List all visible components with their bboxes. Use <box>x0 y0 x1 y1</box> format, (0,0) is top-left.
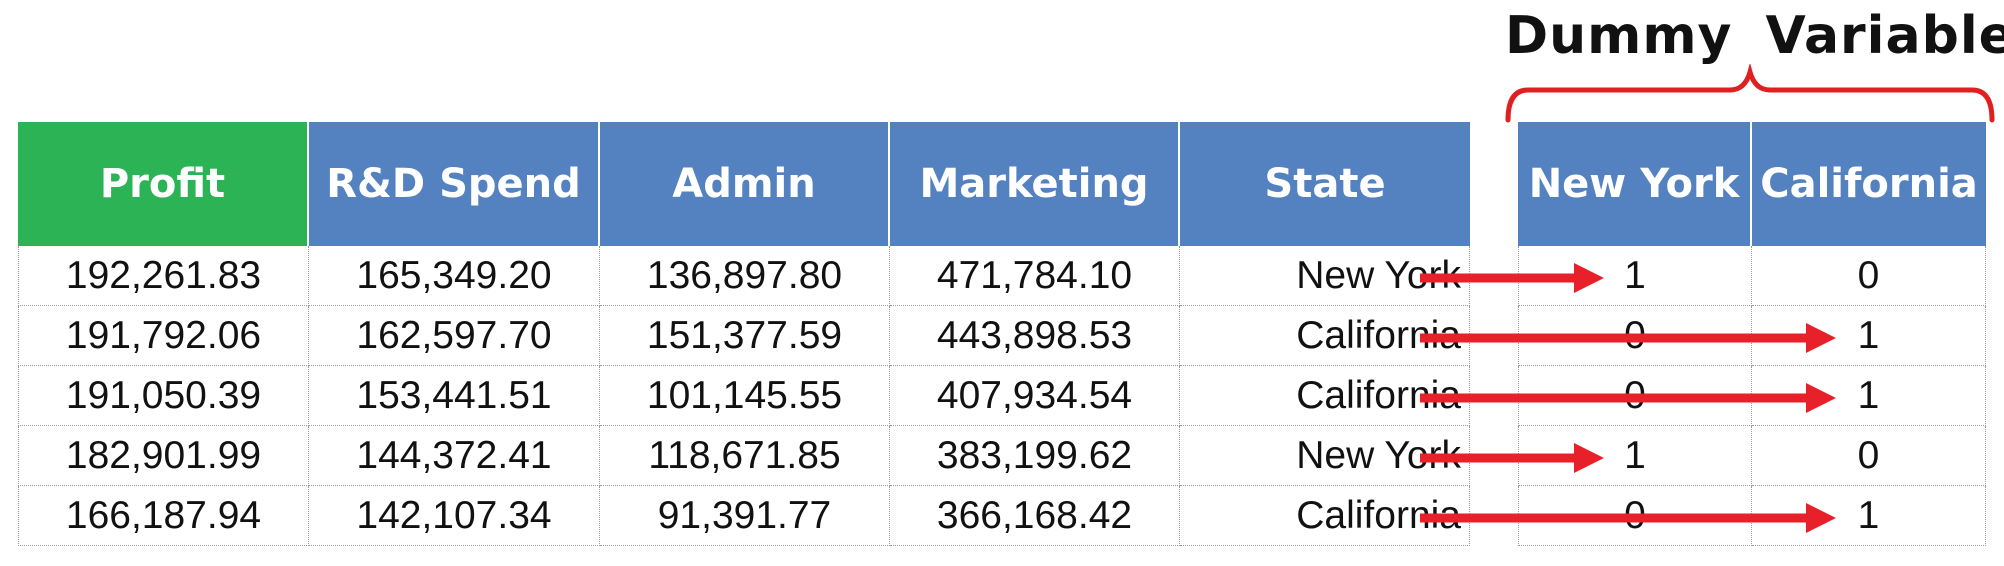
cell-california: 0 <box>1752 426 1986 486</box>
cell-admin: 151,377.59 <box>600 306 890 366</box>
cell-new-york: 1 <box>1518 426 1752 486</box>
cell-admin: 118,671.85 <box>600 426 890 486</box>
cell-admin: 101,145.55 <box>600 366 890 426</box>
cell-state: California <box>1180 486 1470 546</box>
header-california: California <box>1752 122 1986 246</box>
cell-state: California <box>1180 306 1470 366</box>
header-rd-spend: R&D Spend <box>309 122 600 246</box>
cell-rd-spend: 162,597.70 <box>309 306 600 366</box>
cell-marketing: 471,784.10 <box>890 246 1180 306</box>
dummy-variables-brace <box>1505 64 1995 123</box>
cell-state: New York <box>1180 246 1470 306</box>
cell-rd-spend: 165,349.20 <box>309 246 600 306</box>
cell-california: 0 <box>1752 246 1986 306</box>
cell-rd-spend: 142,107.34 <box>309 486 600 546</box>
cell-marketing: 407,934.54 <box>890 366 1180 426</box>
cell-marketing: 366,168.42 <box>890 486 1180 546</box>
cell-admin: 91,391.77 <box>600 486 890 546</box>
cell-state: California <box>1180 366 1470 426</box>
cell-rd-spend: 144,372.41 <box>309 426 600 486</box>
header-new-york: New York <box>1518 122 1752 246</box>
cell-california: 1 <box>1752 366 1986 426</box>
cell-new-york: 0 <box>1518 306 1752 366</box>
cell-new-york: 0 <box>1518 366 1752 426</box>
header-state: State <box>1180 122 1470 246</box>
cell-profit: 166,187.94 <box>18 486 309 546</box>
cell-new-york: 0 <box>1518 486 1752 546</box>
cell-marketing: 443,898.53 <box>890 306 1180 366</box>
cell-admin: 136,897.80 <box>600 246 890 306</box>
cell-california: 1 <box>1752 486 1986 546</box>
cell-profit: 182,901.99 <box>18 426 309 486</box>
header-admin: Admin <box>600 122 890 246</box>
cell-state: New York <box>1180 426 1470 486</box>
cell-california: 1 <box>1752 306 1986 366</box>
header-marketing: Marketing <box>890 122 1180 246</box>
header-profit: Profit <box>18 122 309 246</box>
cell-profit: 192,261.83 <box>18 246 309 306</box>
cell-profit: 191,792.06 <box>18 306 309 366</box>
cell-new-york: 1 <box>1518 246 1752 306</box>
dummy-variables-title: Dummy Variables <box>1505 6 2004 66</box>
cell-profit: 191,050.39 <box>18 366 309 426</box>
cell-rd-spend: 153,441.51 <box>309 366 600 426</box>
cell-marketing: 383,199.62 <box>890 426 1180 486</box>
